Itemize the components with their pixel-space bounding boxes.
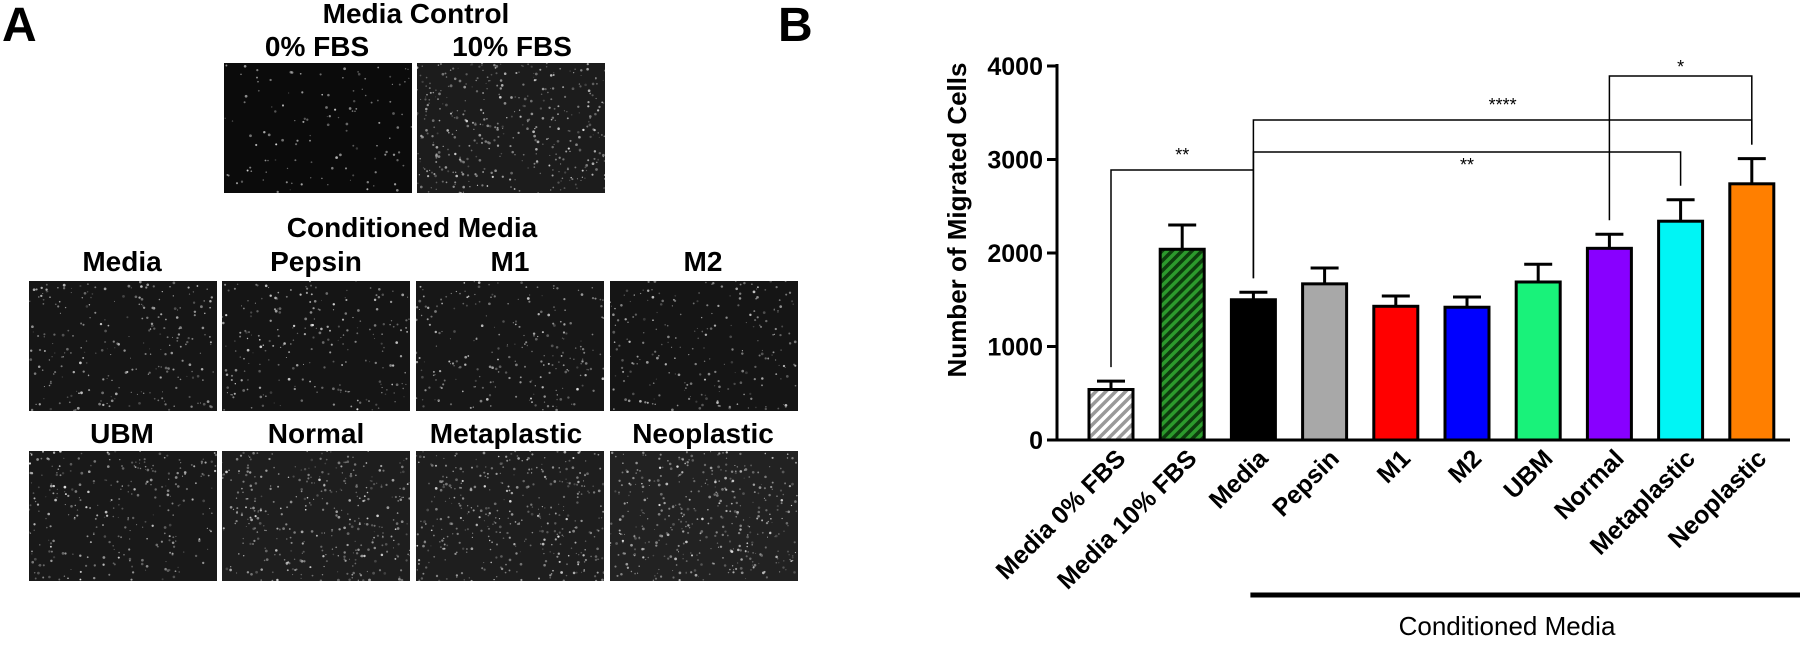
micrograph-metaplastic (416, 451, 604, 581)
micrograph-dots (416, 451, 604, 581)
micrograph-dots (417, 63, 605, 193)
y-tick-label: 0 (1029, 427, 1043, 455)
significance-stars: **** (1489, 95, 1517, 115)
x-tick-label: M1 (1372, 444, 1416, 488)
micrograph-label-10-fbs: 10% FBS (452, 31, 572, 62)
bar (1728, 182, 1776, 442)
micrograph-ubm (29, 451, 217, 581)
bar (1372, 304, 1420, 442)
significance-stars: ** (1460, 155, 1474, 175)
micrograph-media (29, 281, 217, 411)
panel-b-letter: B (778, 0, 813, 52)
micrograph-10-fbs (417, 63, 605, 193)
micrograph-dots (610, 451, 798, 581)
micrograph-neoplastic (610, 451, 798, 581)
bar (1229, 298, 1277, 442)
micrograph-0-fbs (224, 63, 412, 193)
y-tick-label: 2000 (987, 240, 1043, 268)
group-label: Conditioned Media (1399, 611, 1616, 641)
bar (1158, 247, 1206, 442)
micrograph-label-neoplastic: Neoplastic (632, 418, 774, 449)
micrograph-dots (29, 451, 217, 581)
micrograph-label-0-fbs: 0% FBS (264, 31, 370, 62)
significance-stars: * (1677, 57, 1684, 77)
micrograph-dots (222, 281, 410, 411)
bar (1301, 282, 1349, 442)
panel-a-letter: A (2, 0, 37, 52)
x-tick-label: UBM (1498, 444, 1558, 504)
significance-bracket (1252, 151, 1682, 279)
bar (1514, 280, 1562, 442)
media-control-title: Media Control (322, 0, 510, 29)
bar (1087, 388, 1135, 442)
x-tick-label: M2 (1443, 444, 1487, 488)
x-tick-label: Pepsin (1267, 444, 1345, 522)
conditioned-media-title: Conditioned Media (286, 212, 538, 243)
micrograph-label-metaplastic: Metaplastic (429, 418, 583, 449)
bar (1657, 219, 1705, 442)
micrograph-pepsin (222, 281, 410, 411)
y-tick-label: 4000 (987, 53, 1043, 81)
micrograph-m1 (416, 281, 604, 411)
micrograph-m2 (610, 281, 798, 411)
micrograph-label-m1: M1 (490, 246, 530, 277)
significance-stars: ** (1175, 145, 1189, 165)
bar (1585, 246, 1633, 442)
micrograph-dots (416, 281, 604, 411)
significance-bracket (1608, 75, 1753, 221)
y-tick-label: 1000 (987, 334, 1043, 362)
micrograph-label-ubm: UBM (90, 418, 154, 449)
x-tick-label: Media (1204, 444, 1275, 515)
micrograph-label-media: Media (82, 246, 162, 277)
y-axis-label: Number of Migrated Cells (942, 63, 972, 378)
micrograph-dots (222, 451, 410, 581)
micrograph-dots (610, 281, 797, 411)
micrograph-dots (224, 64, 412, 193)
micrograph-label-m2: M2 (683, 246, 723, 277)
x-tick-label: Media 0% FBS (991, 444, 1132, 585)
micrograph-label-normal: Normal (267, 418, 365, 449)
bar (1443, 305, 1491, 442)
micrograph-dots (29, 281, 215, 411)
micrograph-normal (222, 451, 410, 581)
micrograph-label-pepsin: Pepsin (270, 246, 362, 277)
significance-bracket (1110, 169, 1254, 368)
y-tick-label: 3000 (987, 147, 1043, 175)
